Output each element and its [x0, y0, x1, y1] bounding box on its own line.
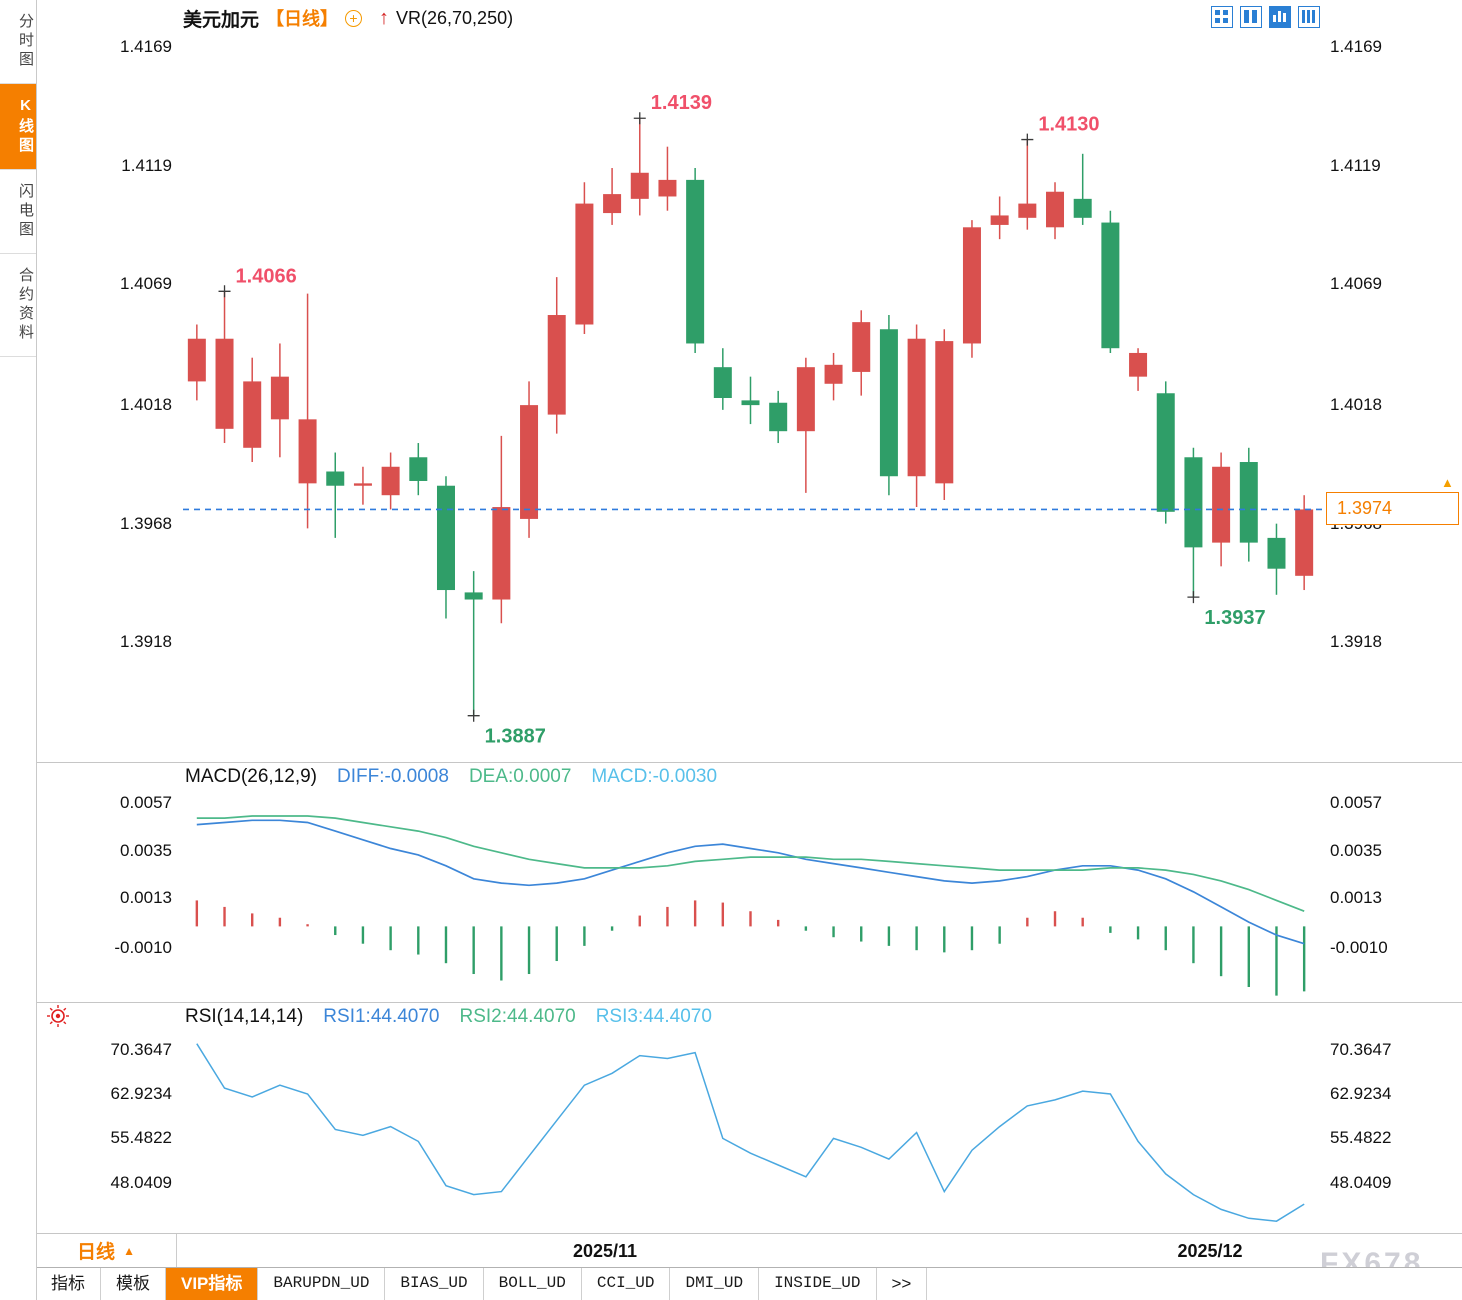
svg-text:1.3937: 1.3937	[1204, 607, 1265, 629]
macd-diff-value: DIFF:-0.0008	[337, 766, 449, 787]
macd-axis-label: 0.0013	[120, 888, 172, 908]
layout-kline-icon[interactable]	[1269, 6, 1291, 28]
x-axis-date: 2025/11	[572, 1241, 638, 1261]
price-axis-label: 1.4169	[1330, 37, 1382, 57]
price-axis-label: 1.3918	[1330, 632, 1382, 652]
sidebar-tab-contract-info[interactable]: 合约资料	[0, 254, 36, 357]
svg-text:1.4139: 1.4139	[651, 92, 712, 114]
rsi3-value: RSI3:44.4070	[595, 1006, 712, 1027]
rsi-axis-label: 70.3647	[1330, 1040, 1392, 1060]
symbol-title: 美元加元	[183, 9, 260, 31]
panel-separator	[36, 1002, 1462, 1003]
sidebar-tab-lightning[interactable]: 闪电图	[0, 170, 36, 254]
bottom-tab-cci-ud[interactable]: CCI_UD	[582, 1268, 671, 1300]
macd-axis-label: -0.0010	[1330, 938, 1388, 958]
price-axis-label: 1.4018	[120, 395, 172, 415]
svg-text:1.4066: 1.4066	[236, 265, 297, 287]
bottom-tab-dmi-ud[interactable]: DMI_UD	[670, 1268, 760, 1300]
bottom-tab-barupdn-ud[interactable]: BARUPDN_UD	[258, 1268, 386, 1300]
bottom-tab-templates[interactable]: 模板	[101, 1268, 166, 1300]
period-tag[interactable]: 【日线】	[266, 9, 339, 29]
price-axis-label: 1.4069	[120, 274, 172, 294]
price-axis-label: 1.4069	[1330, 274, 1382, 294]
bottom-tab-boll-ud[interactable]: BOLL_UD	[484, 1268, 582, 1300]
price-axis-label: 1.3968	[120, 513, 172, 533]
layout-panels-icon[interactable]	[1298, 6, 1320, 28]
macd-axis-label: 0.0035	[1330, 840, 1382, 860]
sidebar-tab-kline[interactable]: K线图	[0, 84, 36, 170]
rsi-axis-label: 70.3647	[110, 1040, 172, 1060]
macd-axis-label: 0.0035	[120, 840, 172, 860]
layout-toolbar	[1211, 6, 1320, 28]
vr-indicator-label: VR(26,70,250)	[396, 7, 514, 28]
current-price-label: 1.3974	[1326, 492, 1459, 525]
macd-value: MACD:-0.0030	[591, 766, 718, 787]
rsi1-value: RSI1:44.4070	[323, 1006, 440, 1027]
macd-title: MACD(26,12,9)	[185, 766, 317, 787]
rsi-axis-label: 55.4822	[110, 1128, 172, 1148]
sidebar-tab-time-share[interactable]: 分时图	[0, 0, 36, 84]
bottom-tab-inside-ud[interactable]: INSIDE_UD	[759, 1268, 877, 1300]
rsi2-value: RSI2:44.4070	[459, 1006, 576, 1027]
layout-split-icon[interactable]	[1240, 6, 1262, 28]
svg-text:1.3887: 1.3887	[485, 726, 546, 748]
x-axis-date: 2025/12	[1177, 1241, 1243, 1261]
left-sidebar: 分时图 K线图 闪电图 合约资料	[0, 0, 37, 1300]
indicator-settings-sun-icon[interactable]	[45, 1003, 71, 1034]
rsi-axis-label: 62.9234	[110, 1084, 172, 1104]
bottom-tab-indicators[interactable]: 指标	[36, 1268, 101, 1300]
layout-grid-icon[interactable]	[1211, 6, 1233, 28]
rsi-axis-label: 48.0409	[110, 1172, 172, 1192]
rsi-axis-label: 48.0409	[1330, 1172, 1392, 1192]
price-axis-label: 1.3918	[120, 632, 172, 652]
period-selector-label: 日线	[77, 1242, 116, 1263]
rsi-axis-label: 55.4822	[1330, 1128, 1392, 1148]
panel-separator	[36, 762, 1462, 763]
period-selector[interactable]: 日线 ▲	[36, 1234, 177, 1267]
period-triangle-icon: ▲	[123, 1243, 135, 1258]
price-axis-label: 1.4119	[121, 155, 172, 175]
macd-axis-label: 0.0057	[120, 792, 172, 812]
macd-header: MACD(26,12,9) DIFF:-0.0008 DEA:0.0007 MA…	[185, 766, 717, 788]
price-axis-label: 1.4018	[1330, 395, 1382, 415]
macd-axis-label: 0.0057	[1330, 792, 1382, 812]
up-arrow-icon: ↑	[379, 6, 390, 29]
bottom-tab-bar: 指标 模板 VIP指标 BARUPDN_UD BIAS_UD BOLL_UD CCI_UD D…	[36, 1267, 1462, 1300]
price-axis-label: 1.4169	[120, 37, 172, 57]
bottom-tab-vip-indicators[interactable]: VIP指标	[166, 1268, 259, 1300]
macd-axis-label: -0.0010	[114, 938, 172, 958]
rsi-header: RSI(14,14,14) RSI1:44.4070 RSI2:44.4070 …	[185, 1006, 712, 1028]
rsi-axis-label: 62.9234	[1330, 1084, 1392, 1104]
rsi-title: RSI(14,14,14)	[185, 1006, 304, 1027]
svg-text:1.4130: 1.4130	[1038, 114, 1099, 136]
add-compare-icon[interactable]: +	[345, 9, 363, 27]
bottom-tab-more[interactable]: >>	[877, 1268, 928, 1300]
price-axis-label: 1.4119	[1330, 155, 1381, 175]
chart-header: 美元加元 【日线】 + ↑ VR(26,70,250)	[36, 0, 1462, 36]
bottom-tab-bias-ud[interactable]: BIAS_UD	[385, 1268, 484, 1300]
macd-axis-label: 0.0013	[1330, 888, 1382, 908]
panel-separator	[36, 1233, 1462, 1234]
price-up-triangle-icon: ▲	[1441, 475, 1454, 490]
macd-dea-value: DEA:0.0007	[468, 766, 572, 787]
